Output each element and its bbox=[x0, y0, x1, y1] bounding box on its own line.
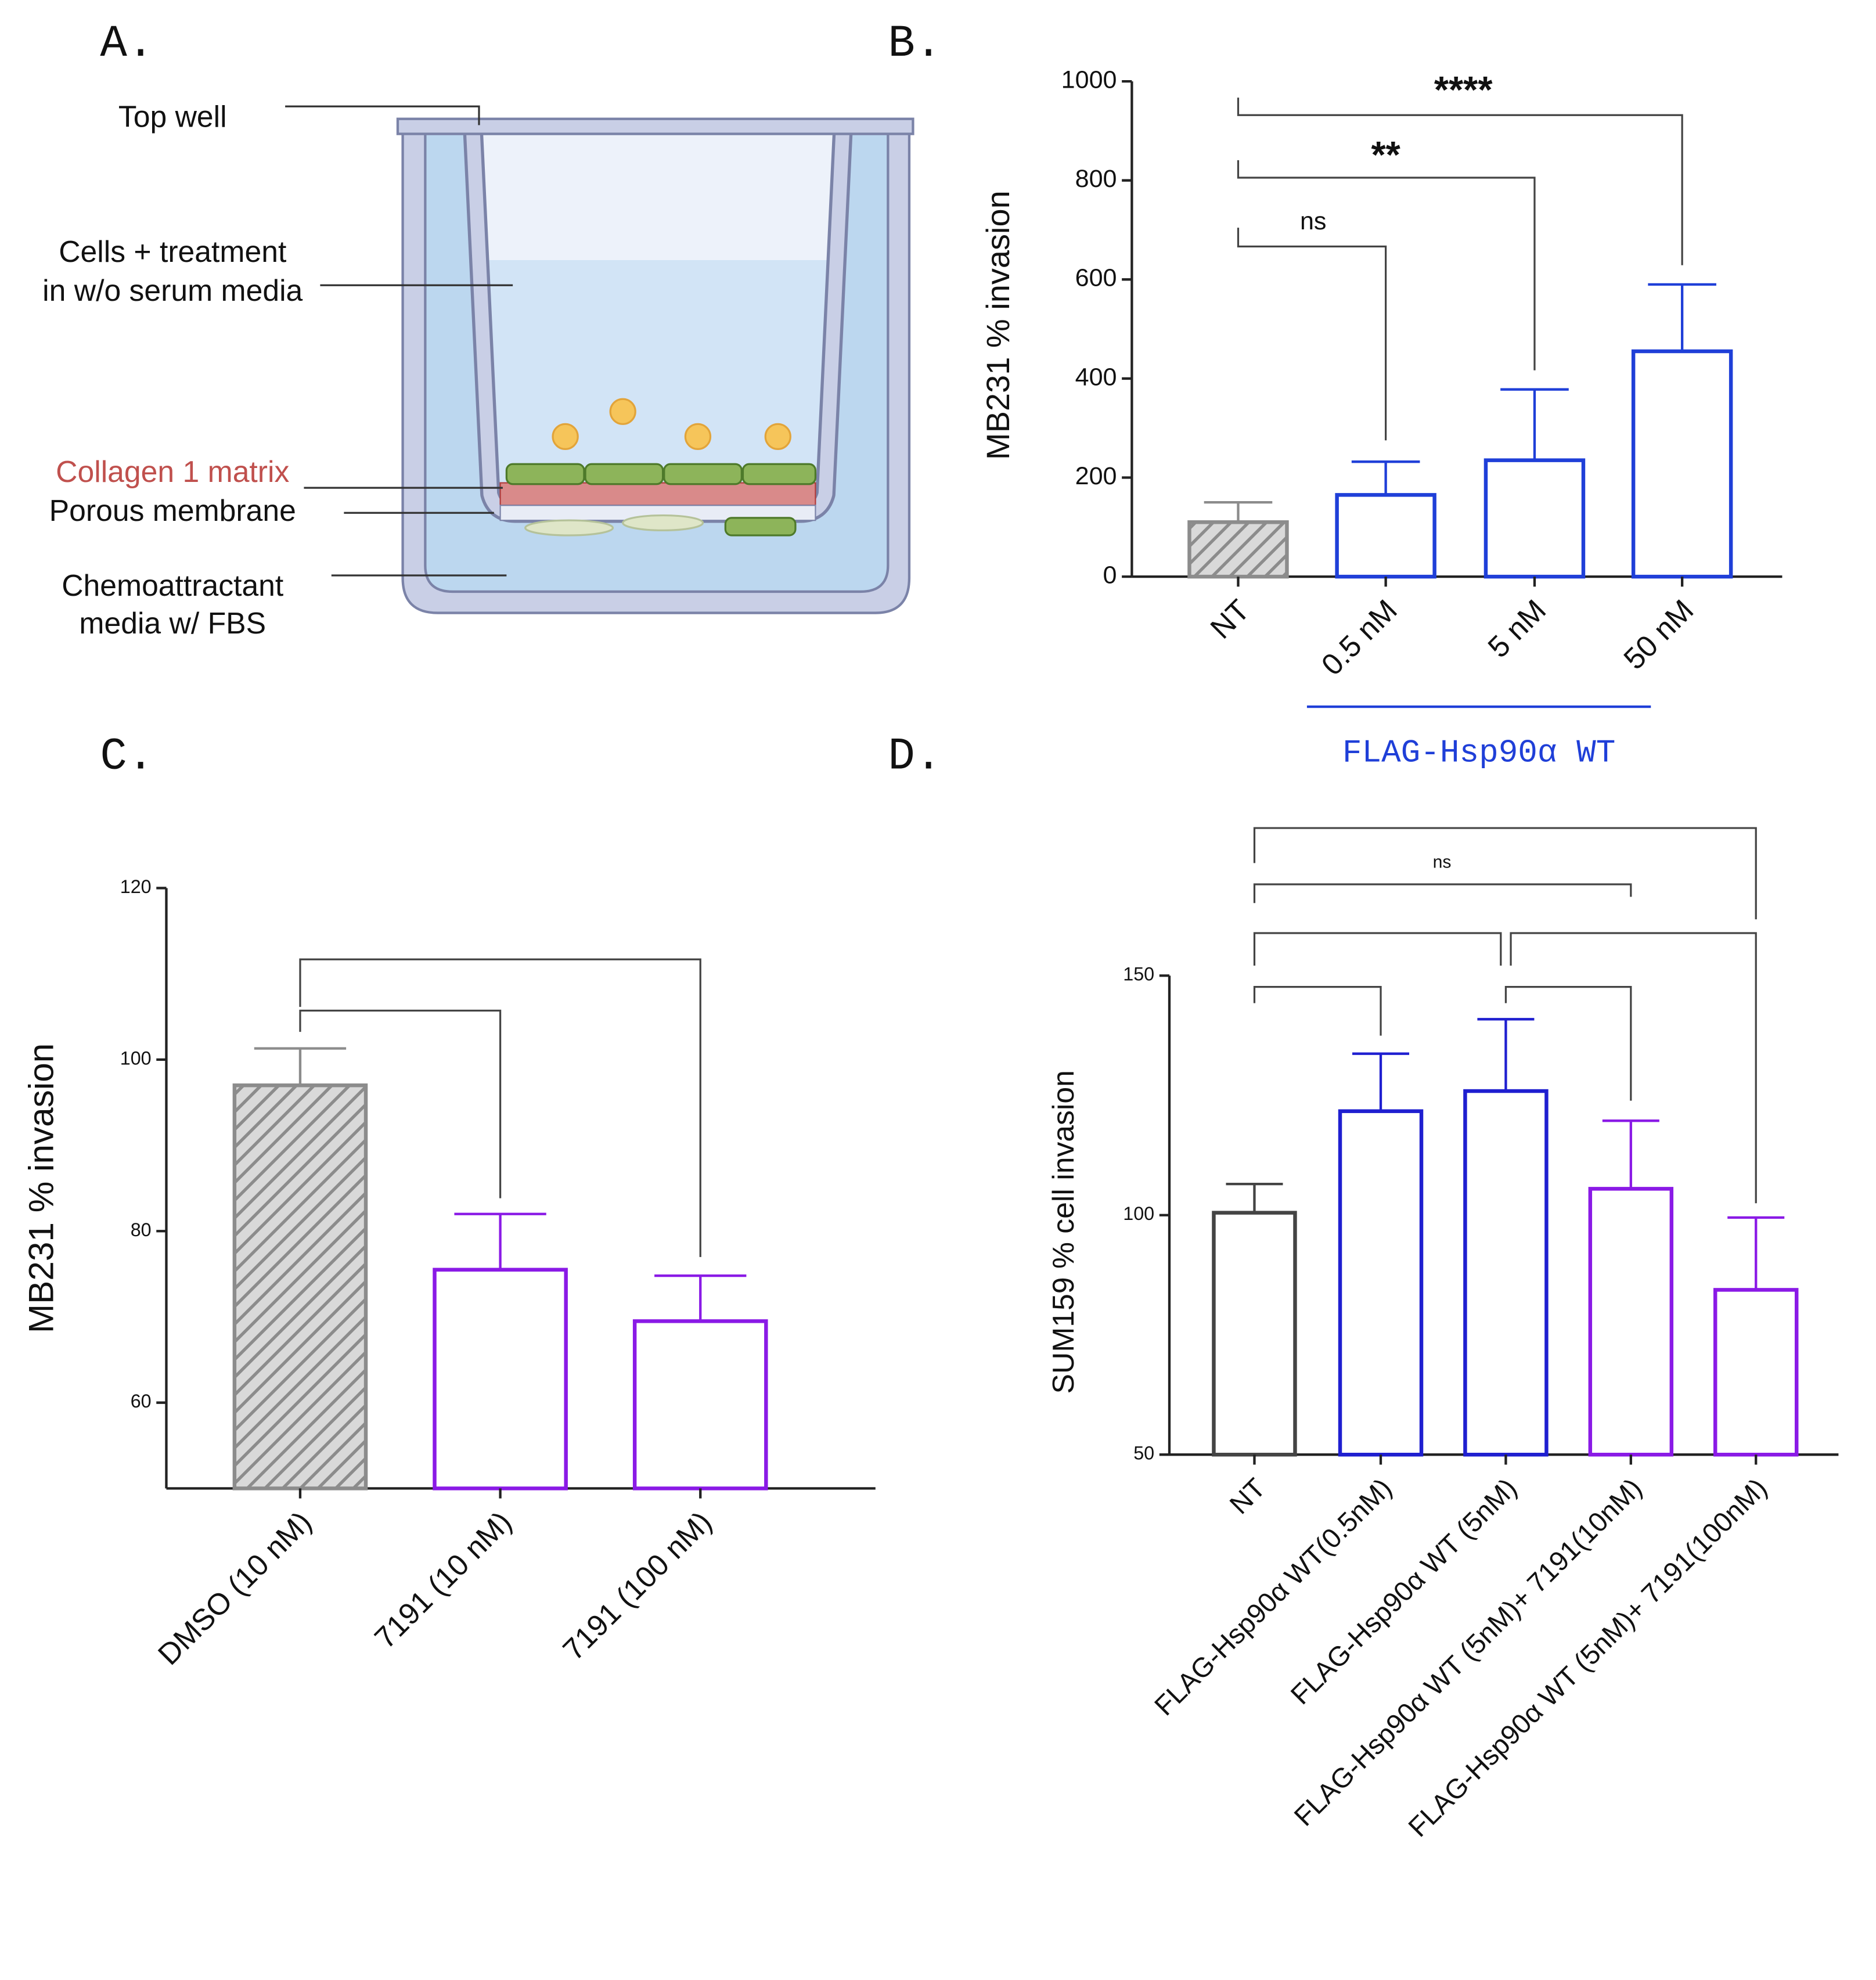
y-tick-label: 50 bbox=[1133, 1443, 1154, 1464]
x-tick-label: NT bbox=[1224, 1473, 1272, 1520]
bracket bbox=[1253, 883, 1632, 903]
bracket bbox=[1253, 827, 1757, 920]
leader-lines bbox=[285, 105, 513, 577]
rim bbox=[396, 117, 914, 135]
floating-cells bbox=[552, 398, 791, 451]
x-tick-label: 0.5 nM bbox=[1315, 593, 1403, 682]
group-label: FLAG-Hsp90α WT bbox=[1342, 735, 1615, 772]
panel-a: A. Top well Cells + treatment in w/o ser… bbox=[42, 19, 914, 640]
label: Porous membrane bbox=[49, 494, 296, 527]
y-axis-label: SUM159 % cell invasion bbox=[1046, 1070, 1080, 1394]
panel-label: A. bbox=[100, 19, 154, 70]
panel-label: C. bbox=[100, 732, 154, 783]
label: Chemoattractant bbox=[62, 568, 283, 602]
y-tick-label: 600 bbox=[1075, 264, 1117, 292]
bar bbox=[1713, 1288, 1799, 1457]
bar bbox=[433, 1268, 568, 1491]
label: media w/ FBS bbox=[79, 606, 266, 640]
significance: ** bbox=[1371, 134, 1400, 176]
y-tick-label: 100 bbox=[1123, 1203, 1154, 1224]
bar bbox=[632, 1319, 768, 1491]
y-tick-label: 60 bbox=[131, 1391, 152, 1412]
y-axis-label: MB231 % invasion bbox=[21, 1043, 60, 1333]
x-tick-label: NT bbox=[1204, 593, 1256, 645]
x-tick-label: 7191 (100 nM) bbox=[556, 1504, 718, 1666]
significance: **** bbox=[1434, 69, 1493, 111]
x-tick-label: FLAG-Hsp90α WT(0.5nM) bbox=[1148, 1473, 1398, 1722]
bracket bbox=[1510, 932, 1757, 1204]
x-tick-label: 7191 (10 nM) bbox=[368, 1504, 518, 1654]
x-tick-label: DMSO (10 nM) bbox=[152, 1504, 318, 1671]
bracket bbox=[1237, 228, 1387, 441]
significance: ns bbox=[1300, 207, 1327, 235]
cells bbox=[505, 463, 817, 537]
bracket bbox=[299, 958, 701, 1257]
bar bbox=[1483, 458, 1586, 579]
label: Collagen 1 matrix bbox=[56, 455, 289, 488]
bar bbox=[1335, 493, 1436, 579]
bracket bbox=[1237, 98, 1683, 265]
significance: ns bbox=[1433, 852, 1452, 872]
bar bbox=[232, 1083, 368, 1491]
bar bbox=[1187, 520, 1289, 579]
y-tick-label: 80 bbox=[131, 1219, 152, 1240]
bar bbox=[1588, 1187, 1674, 1457]
bracket bbox=[1504, 985, 1632, 1101]
y-tick-label: 800 bbox=[1075, 165, 1117, 193]
y-tick-label: 400 bbox=[1075, 363, 1117, 391]
top-air bbox=[481, 125, 834, 261]
y-tick-label: 150 bbox=[1123, 964, 1154, 985]
collagen bbox=[499, 482, 816, 506]
bar bbox=[1631, 349, 1733, 579]
y-tick-label: 100 bbox=[120, 1047, 152, 1068]
x-tick-label: 5 nM bbox=[1481, 593, 1552, 664]
bracket bbox=[299, 1009, 502, 1198]
bar bbox=[1338, 1109, 1424, 1457]
panel-label: D. bbox=[888, 732, 942, 783]
y-tick-label: 200 bbox=[1075, 462, 1117, 490]
label: in w/o serum media bbox=[42, 273, 303, 307]
bracket bbox=[1253, 932, 1502, 966]
bar bbox=[1463, 1089, 1549, 1457]
bracket bbox=[1253, 985, 1382, 1036]
label: Cells + treatment bbox=[59, 235, 286, 268]
bracket bbox=[1237, 160, 1536, 370]
y-tick-label: 0 bbox=[1103, 561, 1117, 589]
x-tick-label: 50 nM bbox=[1617, 593, 1700, 676]
y-axis-label: MB231 % invasion bbox=[980, 190, 1016, 460]
bar bbox=[1212, 1211, 1297, 1457]
y-tick-label: 1000 bbox=[1061, 66, 1117, 93]
x-tick-label: FLAG-Hsp90α WT (5nM) bbox=[1285, 1473, 1523, 1711]
panel-label: B. bbox=[888, 19, 942, 70]
y-tick-label: 120 bbox=[120, 876, 152, 897]
label: Top well bbox=[118, 99, 227, 133]
